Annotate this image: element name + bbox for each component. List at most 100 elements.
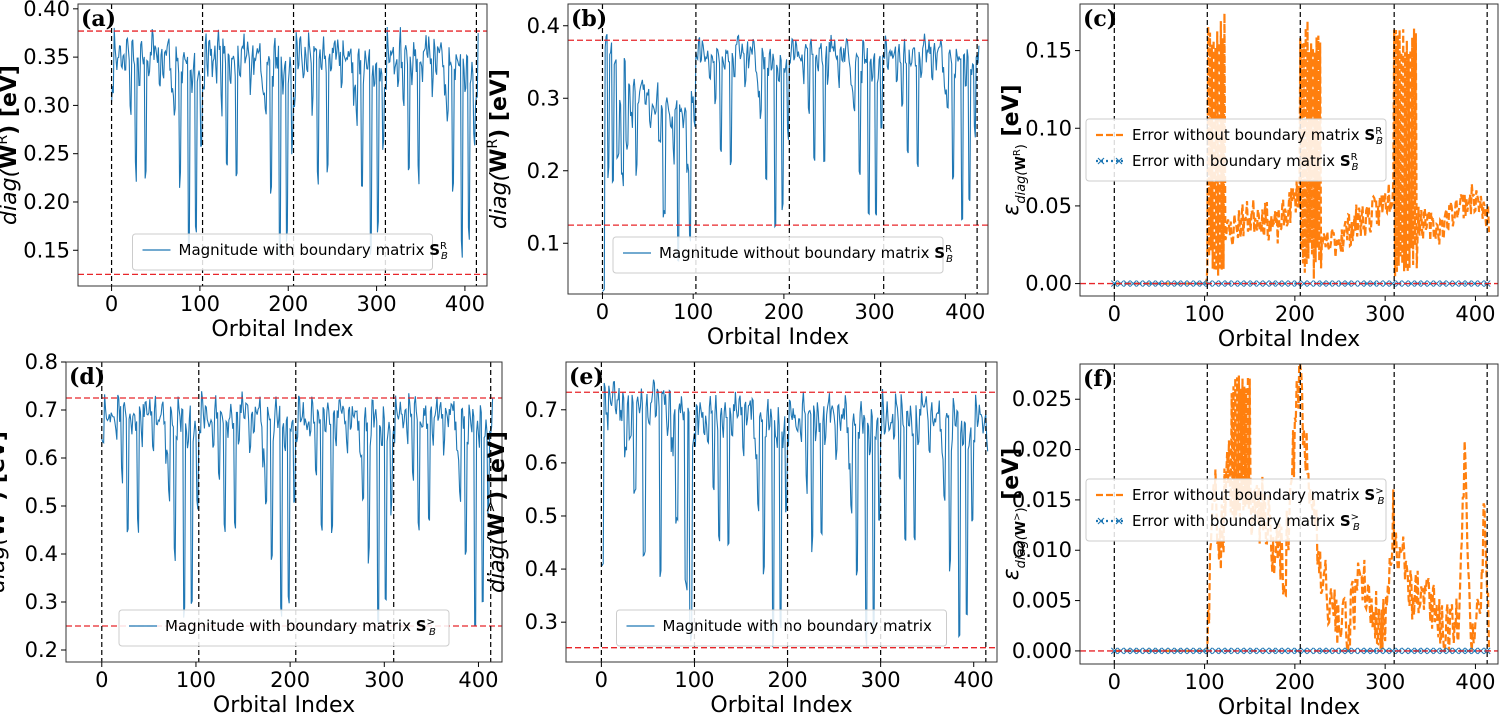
legend-marker xyxy=(1115,517,1123,525)
panel-d: 0 100 200 300 400 0.2 0.3 0.4 0.5 0.6 0.7 0.8 Orbita… xyxy=(0,350,503,717)
x-marker xyxy=(1319,280,1327,287)
x-tick-label: 100 xyxy=(673,300,713,324)
x-marker xyxy=(1110,647,1118,655)
y-tick-label: 0.15 xyxy=(1025,39,1072,63)
x-marker xyxy=(1281,280,1289,287)
axes-frame xyxy=(1079,363,1499,665)
x-marker xyxy=(1452,647,1459,655)
legend: Magnitude with boundary matrix S> B xyxy=(118,609,450,647)
x-marker xyxy=(1471,647,1478,655)
legend-label: Error with boundary matrix SR B xyxy=(1132,152,1359,173)
x-tick-label: 100 xyxy=(176,668,216,692)
x-tick-label: 0 xyxy=(596,300,609,324)
x-marker xyxy=(1426,280,1434,287)
panel-label: (a) xyxy=(81,6,116,32)
x-marker xyxy=(1319,647,1327,655)
panel-label: (f) xyxy=(1083,366,1113,392)
legend-box xyxy=(612,236,944,274)
x-tick-label: 300 xyxy=(855,300,895,324)
panel-c: 0 100 200 300 400 0.00 0.05 0.10 0.15 Orbital Ind… xyxy=(999,3,1499,352)
x-marker xyxy=(1218,280,1226,287)
legend-box xyxy=(616,609,947,647)
x-tick-label: 300 xyxy=(357,292,397,316)
series-line-1 xyxy=(1114,364,1491,653)
y-axis-title: diag(WR) [eV] xyxy=(0,65,22,225)
y-tick-label: 0.4 xyxy=(525,557,558,581)
x-marker xyxy=(1237,280,1245,287)
x-marker xyxy=(1344,280,1352,287)
y-tick-label: 0.3 xyxy=(25,590,58,614)
y-tick-label: 0.7 xyxy=(525,398,558,422)
series-line-1 xyxy=(111,26,479,258)
x-tick-label: 200 xyxy=(1275,302,1315,326)
x-tick-label: 400 xyxy=(954,668,994,692)
y-tick-label: 0.010 xyxy=(1012,538,1072,562)
panel-f: 0 100 200 300 400 0.000 0.005 0.010 0.015 0.020 0.… xyxy=(999,363,1499,717)
x-marker xyxy=(1300,647,1308,655)
x-tick-label: 100 xyxy=(1185,302,1225,326)
y-tick-label: 0.3 xyxy=(525,610,558,634)
x-marker xyxy=(1426,647,1434,655)
y-tick-label: 0.6 xyxy=(25,446,58,470)
x-marker xyxy=(1325,647,1333,655)
legend: Magnitude with boundary matrix SR B xyxy=(132,233,449,271)
y-tick-label: 0.2 xyxy=(25,638,58,662)
y-tick-label: 0.30 xyxy=(23,93,70,117)
y-tick-label: 0.000 xyxy=(1012,639,1072,663)
legend-label: Error with boundary matrix S> B xyxy=(1132,512,1360,533)
x-tick-label: 100 xyxy=(1185,670,1225,694)
y-tick-label: 0.4 xyxy=(25,542,58,566)
legend-box xyxy=(1085,118,1387,182)
y-tick-label: 0.005 xyxy=(1012,589,1072,613)
x-marker xyxy=(1344,647,1352,655)
y-tick-label: 0.5 xyxy=(25,494,58,518)
x-marker xyxy=(1174,280,1181,287)
legend-label: Magnitude with boundary matrix SR B xyxy=(179,241,449,262)
x-marker xyxy=(1155,647,1162,655)
legend-box xyxy=(132,233,433,271)
panel-label: (e) xyxy=(569,364,604,390)
x-marker xyxy=(1129,647,1137,655)
x-tick-label: 400 xyxy=(945,300,985,324)
x-tick-label: 400 xyxy=(1455,302,1495,326)
y-tick-label: 0.10 xyxy=(1025,116,1072,140)
x-tick-label: 400 xyxy=(458,668,498,692)
x-tick-label: 200 xyxy=(268,292,308,316)
x-marker xyxy=(1193,280,1200,287)
legend-label: Error without boundary matrix S> B xyxy=(1132,486,1385,507)
y-tick-label: 0.20 xyxy=(23,190,70,214)
legend: Error without boundary matrix S> B Error w… xyxy=(1085,478,1387,542)
y-tick-label: 0.8 xyxy=(25,350,58,374)
y-tick-label: 0.15 xyxy=(23,238,70,262)
x-tick-label: 200 xyxy=(764,300,804,324)
x-marker xyxy=(1407,647,1415,655)
y-tick-label: 0.6 xyxy=(525,451,558,475)
y-tick-label: 0.1 xyxy=(527,231,560,255)
x-tick-label: 100 xyxy=(180,292,220,316)
x-marker xyxy=(1129,280,1137,287)
panel-label: (c) xyxy=(1083,6,1117,32)
legend: Error without boundary matrix SR B Error w… xyxy=(1085,118,1387,182)
x-marker xyxy=(1471,280,1478,287)
axes-frame xyxy=(77,3,488,287)
legend-marker xyxy=(1097,517,1105,525)
x-marker xyxy=(1363,647,1371,655)
legend-marker xyxy=(1097,157,1105,165)
legend: Magnitude with no boundary matrix xyxy=(616,609,947,647)
series-line-1 xyxy=(602,33,980,292)
legend-label: Error without boundary matrix SR B xyxy=(1132,126,1383,147)
x-tick-label: 0 xyxy=(1108,302,1121,326)
x-marker xyxy=(1110,280,1118,287)
x-tick-label: 400 xyxy=(1455,670,1495,694)
x-tick-label: 0 xyxy=(1108,670,1121,694)
y-tick-label: 0.00 xyxy=(1025,272,1072,296)
series-line-1 xyxy=(600,379,989,648)
axes-frame xyxy=(565,361,998,663)
x-axis-title: Orbital Index xyxy=(710,693,852,717)
x-tick-label: 0 xyxy=(95,668,108,692)
x-tick-label: 300 xyxy=(1365,302,1405,326)
y-tick-label: 0.05 xyxy=(1025,194,1072,218)
legend-marker xyxy=(1115,157,1123,165)
axes-frame xyxy=(1079,3,1499,297)
